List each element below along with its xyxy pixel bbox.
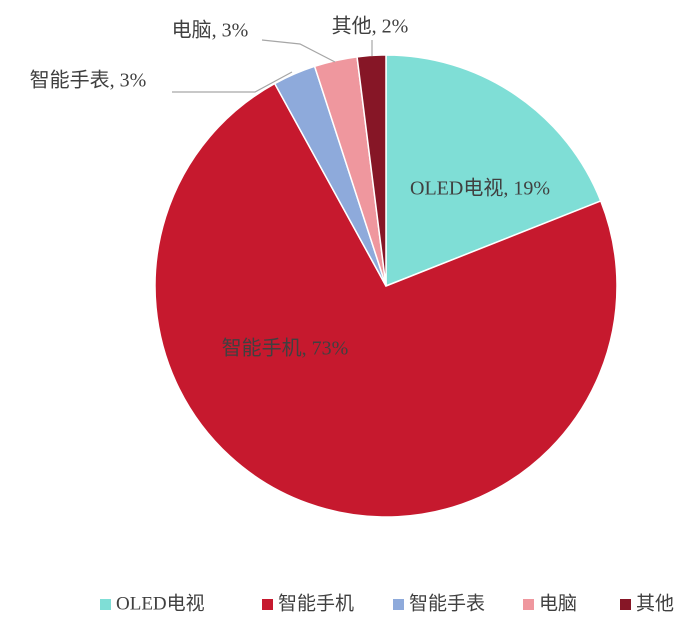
pie-slice [154, 82, 618, 518]
data-label: 智能手表, 3% [30, 69, 147, 92]
legend-swatch [620, 599, 631, 610]
legend-swatch [523, 599, 534, 610]
legend-swatch [393, 599, 404, 610]
leader-line [172, 71, 293, 93]
data-label: 智能手机, 73% [222, 337, 349, 360]
legend-swatch [100, 599, 111, 610]
legend-label: 智能手机 [278, 592, 354, 614]
legend-label: 其他 [636, 592, 674, 614]
data-label: OLED电视, 19% [410, 177, 550, 200]
data-label: 电脑, 3% [172, 19, 249, 42]
legend-label: 电脑 [539, 592, 577, 614]
leader-line [261, 39, 336, 63]
data-label: 其他, 2% [332, 15, 409, 38]
legend-swatch [262, 599, 273, 610]
pie-slice [385, 54, 602, 288]
legend-label: OLED电视 [116, 592, 205, 614]
legend-label: 智能手表 [409, 592, 485, 614]
